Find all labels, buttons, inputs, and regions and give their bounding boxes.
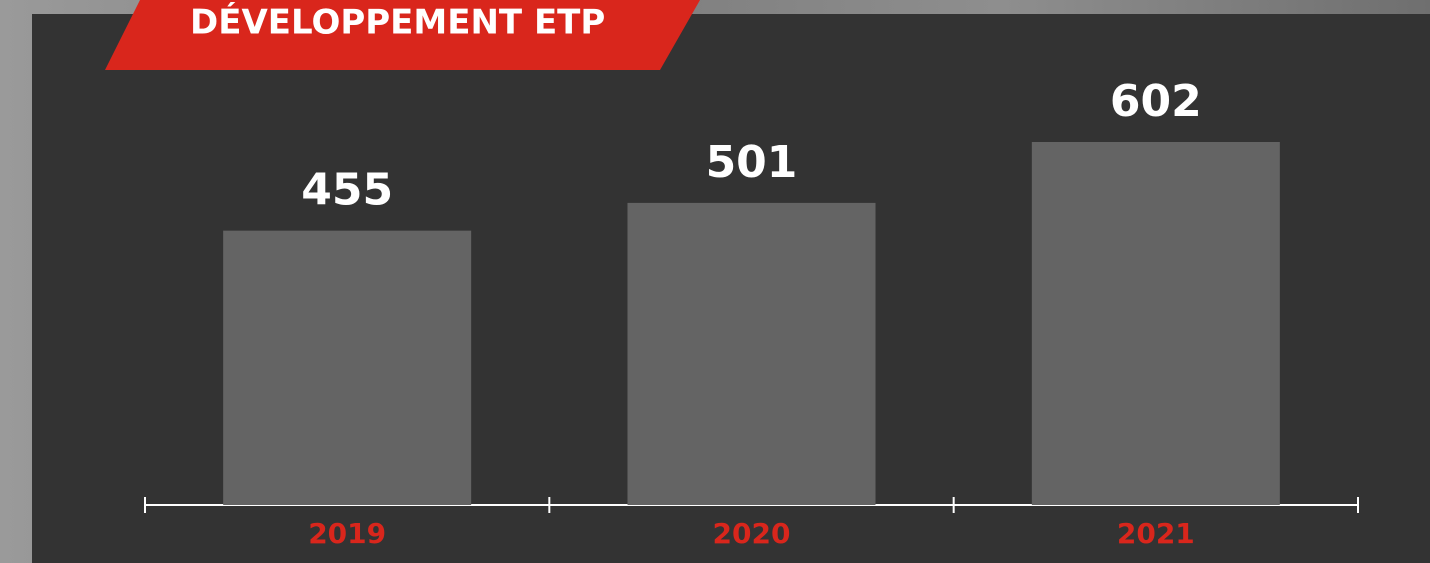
x-tick-label: 2019: [308, 517, 386, 550]
x-tick-label: 2021: [1117, 517, 1195, 550]
bar: [223, 231, 471, 505]
bar: [628, 203, 876, 505]
chart: DÉVELOPPEMENT ETP 2019 455 2020 501 2021 602: [0, 0, 1430, 563]
value-label: 602: [1110, 76, 1202, 127]
chart-title: DÉVELOPPEMENT ETP: [190, 2, 605, 43]
value-label: 501: [706, 137, 798, 188]
bar: [1032, 142, 1280, 505]
value-label: 455: [301, 165, 393, 216]
x-tick-label: 2020: [713, 517, 791, 550]
